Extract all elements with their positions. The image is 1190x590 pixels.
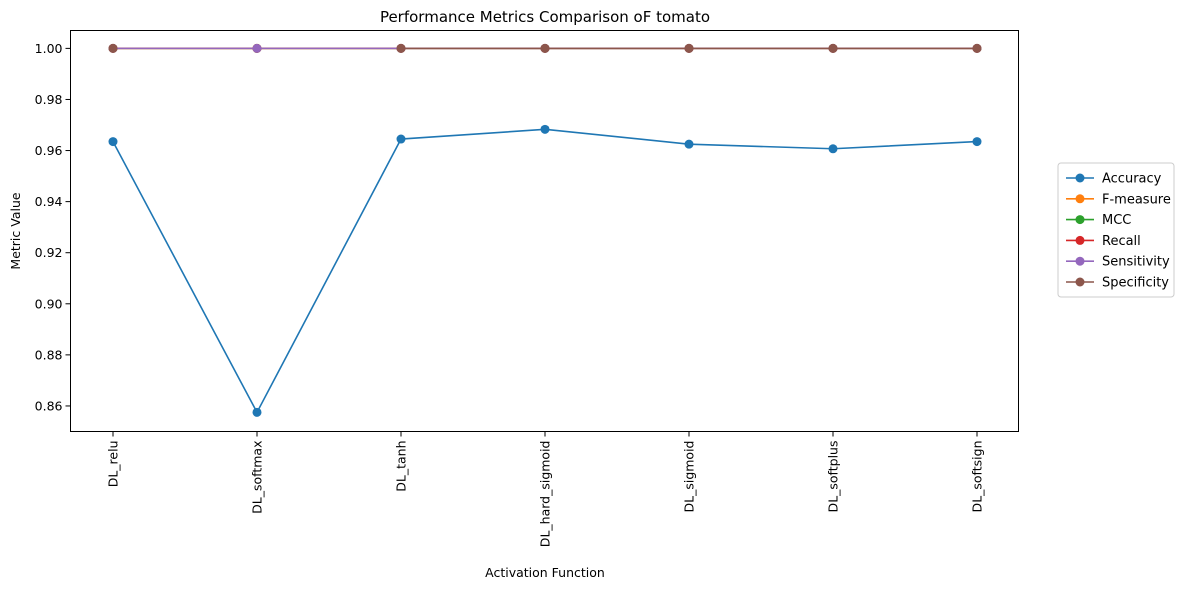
legend-item: F-measure xyxy=(1066,192,1171,207)
legend-item: Recall xyxy=(1066,234,1141,249)
x-tick-label: DL_sigmoid xyxy=(682,441,697,513)
data-point xyxy=(540,43,550,53)
legend-item: Accuracy xyxy=(1066,172,1162,187)
x-tick-label: DL_softsign xyxy=(970,441,985,513)
data-point xyxy=(252,43,262,53)
data-point xyxy=(828,43,838,53)
legend-frame xyxy=(1057,162,1175,298)
legend-label: Specificity xyxy=(1102,276,1169,291)
y-tick-label: 0.88 xyxy=(35,347,63,362)
x-tick-label: DL_hard_sigmoid xyxy=(538,441,553,548)
legend-marker xyxy=(1075,256,1085,266)
legend-item: Specificity xyxy=(1066,276,1169,291)
x-tick-label: DL_relu xyxy=(106,441,121,488)
chart-title: Performance Metrics Comparison oF tomato xyxy=(380,8,710,26)
legend-label: F-measure xyxy=(1102,192,1171,207)
data-point xyxy=(108,43,118,53)
series-specificity xyxy=(108,43,982,53)
series-accuracy xyxy=(108,124,982,417)
y-axis-ticks: 0.86 0.88 0.90 0.92 0.94 0.96 0.98 1.00 xyxy=(35,41,71,413)
x-tick-label: DL_tanh xyxy=(394,441,409,492)
plot-area xyxy=(108,43,982,417)
y-tick-label: 0.94 xyxy=(35,194,63,209)
data-point xyxy=(396,134,406,144)
data-point xyxy=(684,43,694,53)
x-tick-label: DL_softplus xyxy=(826,441,841,513)
data-point xyxy=(828,144,838,154)
data-point xyxy=(972,137,982,147)
legend-marker xyxy=(1075,173,1085,183)
y-tick-label: 0.86 xyxy=(35,398,63,413)
data-point xyxy=(972,43,982,53)
data-point xyxy=(252,407,262,417)
legend-label: Sensitivity xyxy=(1102,255,1170,270)
y-tick-label: 0.92 xyxy=(35,245,63,260)
legend-item: Sensitivity xyxy=(1066,255,1170,270)
data-point xyxy=(684,139,694,149)
legend-marker xyxy=(1075,235,1085,245)
plot-frame xyxy=(70,30,1019,432)
data-point xyxy=(540,124,550,134)
y-tick-label: 0.96 xyxy=(35,143,63,158)
y-tick-label: 0.90 xyxy=(35,296,63,311)
y-axis-title: Metric Value xyxy=(8,192,23,269)
legend-label: MCC xyxy=(1102,213,1131,228)
x-axis-title: Activation Function xyxy=(485,565,605,580)
x-axis-ticks: DL_relu DL_softmax DL_tanh DL_hard_sigmoid D… xyxy=(106,431,985,548)
legend-label: Accuracy xyxy=(1102,172,1162,187)
legend: Accuracy F-measure MCC Recall Sensitivity Spe… xyxy=(1057,162,1175,298)
series-line xyxy=(112,128,978,415)
data-point xyxy=(108,137,118,147)
legend-marker xyxy=(1075,277,1085,287)
data-point xyxy=(396,43,406,53)
legend-label: Recall xyxy=(1102,234,1141,249)
legend-marker xyxy=(1075,194,1085,204)
x-tick-label: DL_softmax xyxy=(250,441,265,514)
y-tick-label: 1.00 xyxy=(35,41,63,56)
legend-item: MCC xyxy=(1066,213,1131,228)
legend-marker xyxy=(1075,215,1085,225)
y-tick-label: 0.98 xyxy=(35,92,63,107)
